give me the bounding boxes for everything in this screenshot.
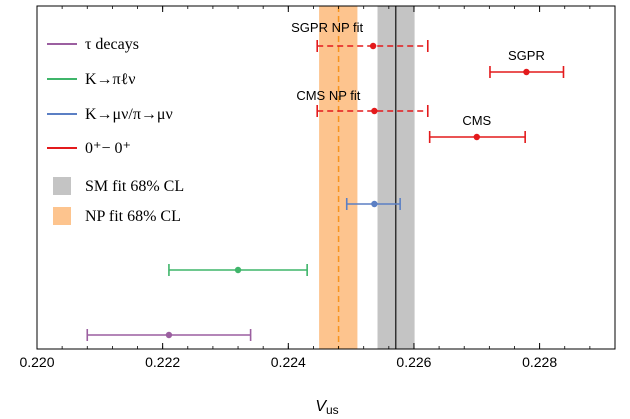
- x-tick-label-3: 0.226: [396, 354, 431, 370]
- data-point-s4p0: [369, 42, 377, 50]
- legend-label-0: τ decays: [85, 36, 139, 53]
- legend-label-5: NP fit 68% CL: [85, 208, 181, 225]
- data-point-s4p1: [371, 107, 378, 115]
- x-axis-title: Vus: [315, 398, 338, 417]
- legend-label-4: SM fit 68% CL: [85, 178, 184, 195]
- marks-layer: [86, 40, 565, 341]
- data-point-s3p1: [523, 68, 530, 76]
- plot-frame: [36, 5, 616, 350]
- data-point-s0p0: [165, 331, 173, 339]
- x-axis-title-sub: us: [326, 403, 339, 417]
- annotation-s3p1: SGPR: [508, 48, 545, 63]
- x-axis: 0.220 0.222 0.224 0.226 0.228: [19, 6, 616, 370]
- annotation-s4p0: SGPR NP fit: [291, 20, 363, 35]
- annotation-s3p0: CMS: [462, 113, 491, 128]
- x-tick-label-4: 0.228: [522, 354, 557, 370]
- legend: τ decays K→πℓν K→μν/π→μν 0⁺− 0⁺ SM fit 68% C…: [47, 36, 184, 225]
- legend-label-2: K→μν/π→μν: [85, 106, 173, 123]
- x-tick-label-2: 0.224: [271, 354, 306, 370]
- legend-swatch-5: [53, 207, 71, 225]
- annotation-s4p1: CMS NP fit: [296, 88, 360, 103]
- data-point-s1p0: [234, 266, 242, 274]
- legend-label-3: 0⁺− 0⁺: [85, 140, 131, 157]
- x-axis-title-main: V: [315, 398, 327, 415]
- data-point-s3p0: [473, 133, 480, 141]
- x-tick-label-0: 0.220: [19, 354, 54, 370]
- annotations: CMS SGPR SGPR NP fit CMS NP fit: [291, 20, 545, 128]
- legend-label-1: K→πℓν: [85, 71, 136, 88]
- data-point-s2p0: [371, 200, 378, 208]
- x-tick-label-1: 0.222: [145, 354, 180, 370]
- legend-swatch-4: [53, 177, 71, 195]
- bands-layer: [319, 6, 415, 349]
